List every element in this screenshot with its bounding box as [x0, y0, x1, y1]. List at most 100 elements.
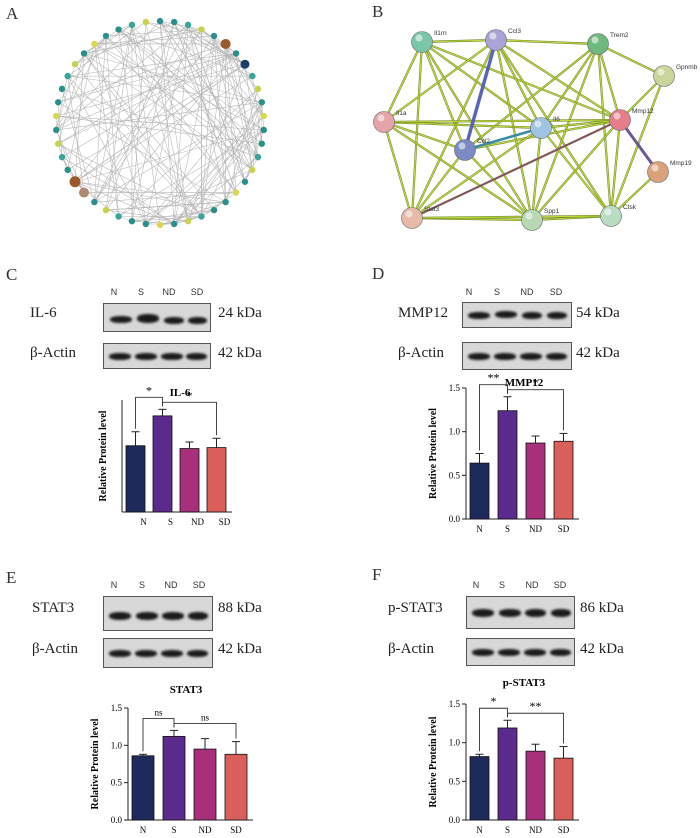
network-node: [128, 217, 136, 225]
x-tick-label: SD: [219, 517, 231, 527]
network-edge: [83, 53, 262, 103]
network-edge: [383, 121, 542, 129]
bar-nd: [525, 442, 546, 520]
network-node: [220, 38, 231, 49]
lane-label: ND: [520, 287, 534, 297]
network-edge: [159, 20, 246, 182]
network-edge: [495, 39, 621, 121]
significance-label: *: [146, 384, 152, 397]
network-node: [64, 72, 71, 80]
node-circle: [411, 31, 433, 53]
network-edge: [55, 35, 107, 131]
network-edge: [131, 21, 175, 222]
network-edge: [56, 101, 262, 131]
network-edge: [58, 43, 226, 103]
protein-blot: [466, 596, 575, 629]
network-edge: [67, 43, 95, 170]
lane-label: ND: [162, 287, 176, 297]
network-edge: [131, 209, 215, 222]
significance-bracket: [173, 722, 237, 739]
node-label: Il6: [553, 116, 560, 123]
significance-bracket: [135, 396, 163, 429]
bar-n: [469, 462, 490, 520]
network-node: [142, 18, 150, 26]
network-edge: [94, 24, 133, 203]
network-node: [54, 99, 62, 106]
network-edge: [131, 22, 147, 222]
network-edge: [463, 39, 498, 151]
network-edge: [74, 29, 202, 182]
lane-label: S: [493, 287, 500, 297]
node-circle: [653, 65, 675, 87]
lane-label: SD: [553, 580, 567, 590]
network-edge: [213, 35, 259, 158]
y-tick-label: 1.0: [111, 740, 123, 750]
y-tick-label: 1.5: [449, 699, 461, 709]
network-edge: [464, 43, 599, 151]
network-node: [91, 40, 98, 48]
network-edge: [495, 39, 599, 45]
network-edge: [421, 41, 542, 129]
node-circle: [454, 139, 476, 161]
network-edge: [411, 127, 542, 219]
significance-bracket: [507, 389, 564, 431]
panel-f-letter: F: [372, 565, 382, 584]
protein-kda: 54 kDa: [576, 305, 620, 321]
bar-sd: [224, 753, 248, 821]
significance-bracket: [162, 401, 217, 436]
x-tick-label: N: [476, 524, 483, 534]
x-tick-label: SD: [558, 825, 570, 835]
network-node: [170, 18, 178, 26]
network-edge: [383, 39, 497, 123]
x-tick-label: S: [505, 524, 510, 534]
network-node: [254, 85, 262, 93]
network-edge: [252, 102, 263, 170]
network-edge: [411, 215, 612, 219]
lane-label: S: [498, 580, 505, 590]
actin-blot: [103, 343, 211, 369]
network-edge: [55, 64, 76, 131]
network-edge: [495, 39, 612, 217]
node-label: Mmp19: [670, 160, 692, 167]
network-edge: [118, 29, 237, 193]
network-edge: [610, 119, 621, 217]
network-node: [222, 198, 229, 206]
network-edge: [421, 41, 466, 151]
lane-label: S: [138, 580, 145, 590]
network-node: [232, 50, 240, 57]
network-node: [184, 217, 192, 225]
network-edge: [83, 53, 253, 171]
bar-s: [497, 410, 518, 520]
network-edge: [173, 102, 263, 225]
network-edge: [56, 24, 189, 131]
network-edge: [201, 29, 237, 54]
network-edge: [145, 115, 264, 225]
bar-sd: [206, 447, 227, 513]
node-circle: [401, 207, 423, 229]
node-highlight: [458, 142, 466, 150]
panel-a-letter: A: [6, 4, 19, 23]
lane-label: ND: [164, 580, 178, 590]
network-edge: [83, 53, 215, 211]
network-edge: [213, 169, 253, 211]
actin-kda: 42 kDa: [576, 345, 620, 361]
protein-label: MMP12: [398, 305, 449, 321]
network-edge: [56, 53, 237, 131]
bar-sd: [553, 440, 574, 520]
protein-kda: 24 kDa: [218, 305, 262, 321]
network-edge: [118, 29, 147, 225]
significance-label: *: [533, 376, 539, 390]
bar-s: [162, 735, 186, 821]
network-edge: [67, 63, 246, 171]
actin-blot: [103, 638, 213, 668]
network-edge: [131, 24, 253, 171]
x-tick-label: S: [171, 825, 176, 835]
network-node: [80, 50, 88, 57]
network-edge: [597, 43, 612, 217]
network-edge: [411, 149, 466, 219]
significance-bracket: [507, 712, 564, 744]
network-node: Mmp12: [609, 108, 654, 131]
network-edge: [173, 21, 253, 171]
network-edge: [105, 35, 237, 193]
network-edge: [495, 39, 542, 129]
